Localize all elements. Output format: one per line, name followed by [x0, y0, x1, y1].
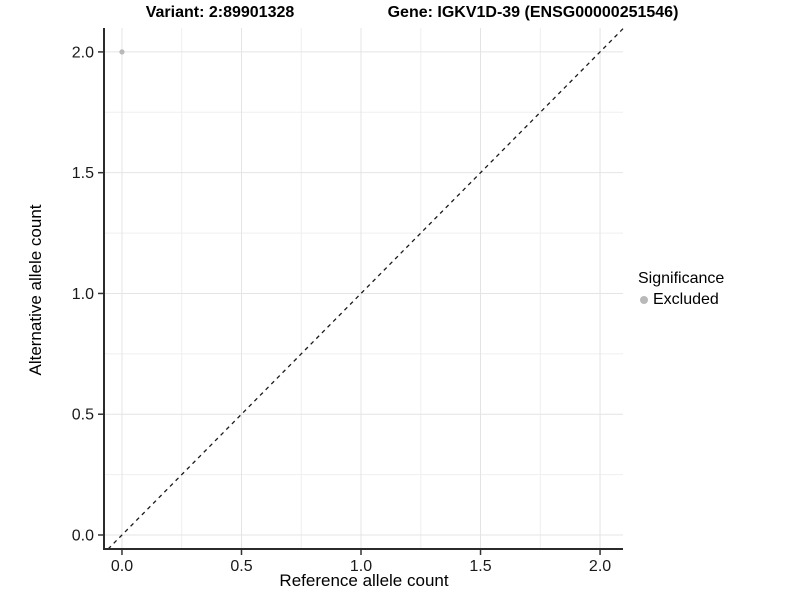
y-tick-label: 1.5: [72, 165, 94, 182]
x-tick-label: 1.0: [350, 558, 372, 575]
x-tick-label: 0.5: [230, 558, 252, 575]
legend: Significance Excluded: [637, 270, 724, 309]
legend-point-icon: [640, 296, 648, 304]
identity-dashed-line: [107, 28, 624, 550]
x-tick-label: 0.0: [111, 558, 133, 575]
x-tick-label: 2.0: [589, 558, 611, 575]
y-tick-label: 0.5: [72, 407, 94, 424]
y-axis-title: Alternative allele count: [26, 204, 45, 376]
y-tick-label: 2.0: [72, 44, 94, 61]
y-tick-label: 1.0: [72, 286, 94, 303]
plot-title-variant: Variant: 2:89901328: [145, 4, 295, 21]
legend-item-excluded: Excluded: [640, 291, 724, 309]
legend-item-label: Excluded: [653, 291, 719, 308]
x-tick-label: 1.5: [469, 558, 491, 575]
legend-title: Significance: [638, 270, 725, 287]
y-tick-label: 0.0: [72, 527, 94, 544]
plot-title-gene: Gene: IGKV1D-39 (ENSG00000251546): [387, 4, 679, 21]
data-point: [119, 49, 125, 55]
x-axis-title: Reference allele count: [279, 571, 449, 590]
